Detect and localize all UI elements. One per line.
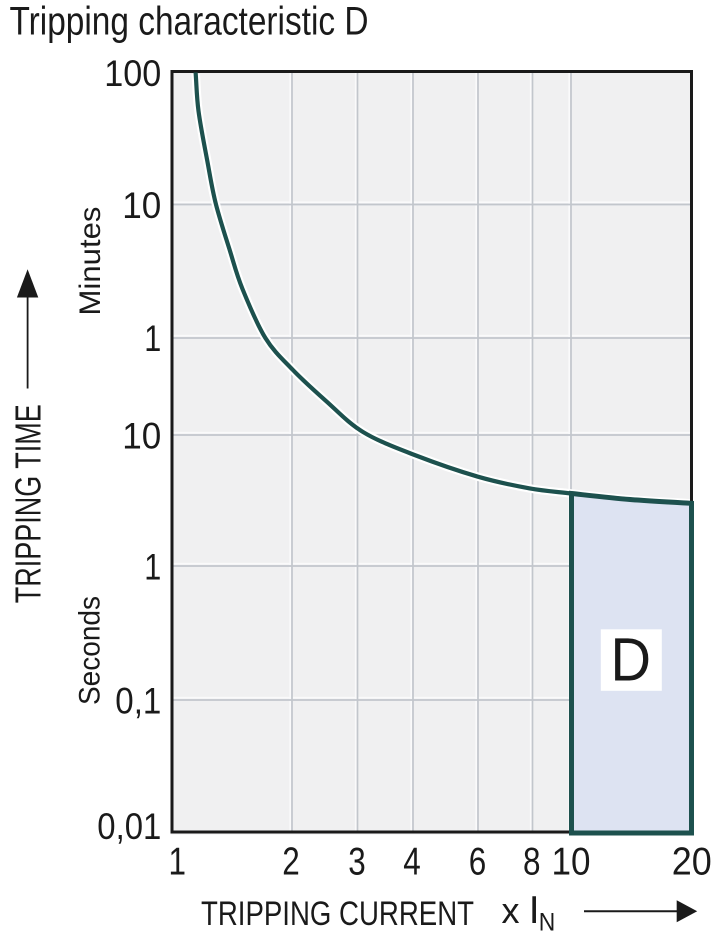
svg-text:1: 1 — [168, 841, 186, 884]
svg-text:8: 8 — [523, 841, 541, 884]
svg-text:N: N — [539, 909, 556, 937]
svg-text:Tripping characteristic D: Tripping characteristic D — [10, 0, 369, 44]
svg-text:100: 100 — [104, 53, 161, 94]
svg-text:2: 2 — [282, 841, 300, 884]
svg-text:4: 4 — [403, 841, 421, 884]
svg-text:0,1: 0,1 — [115, 680, 161, 721]
svg-text:10: 10 — [122, 185, 161, 226]
svg-text:TRIPPING TIME: TRIPPING TIME — [7, 404, 48, 603]
svg-text:20: 20 — [672, 841, 712, 884]
svg-text:D: D — [610, 625, 651, 694]
svg-text:TRIPPING CURRENT: TRIPPING CURRENT — [201, 895, 474, 933]
svg-text:10: 10 — [122, 416, 161, 457]
svg-text:Minutes: Minutes — [74, 207, 107, 316]
svg-text:6: 6 — [469, 841, 487, 884]
svg-text:Seconds: Seconds — [74, 596, 107, 705]
svg-text:0,01: 0,01 — [97, 806, 161, 847]
svg-text:1: 1 — [144, 547, 161, 588]
svg-text:x: x — [502, 890, 520, 931]
svg-text:I: I — [529, 889, 540, 932]
svg-text:1: 1 — [144, 318, 161, 359]
svg-text:10: 10 — [552, 841, 591, 884]
svg-text:3: 3 — [348, 841, 366, 884]
